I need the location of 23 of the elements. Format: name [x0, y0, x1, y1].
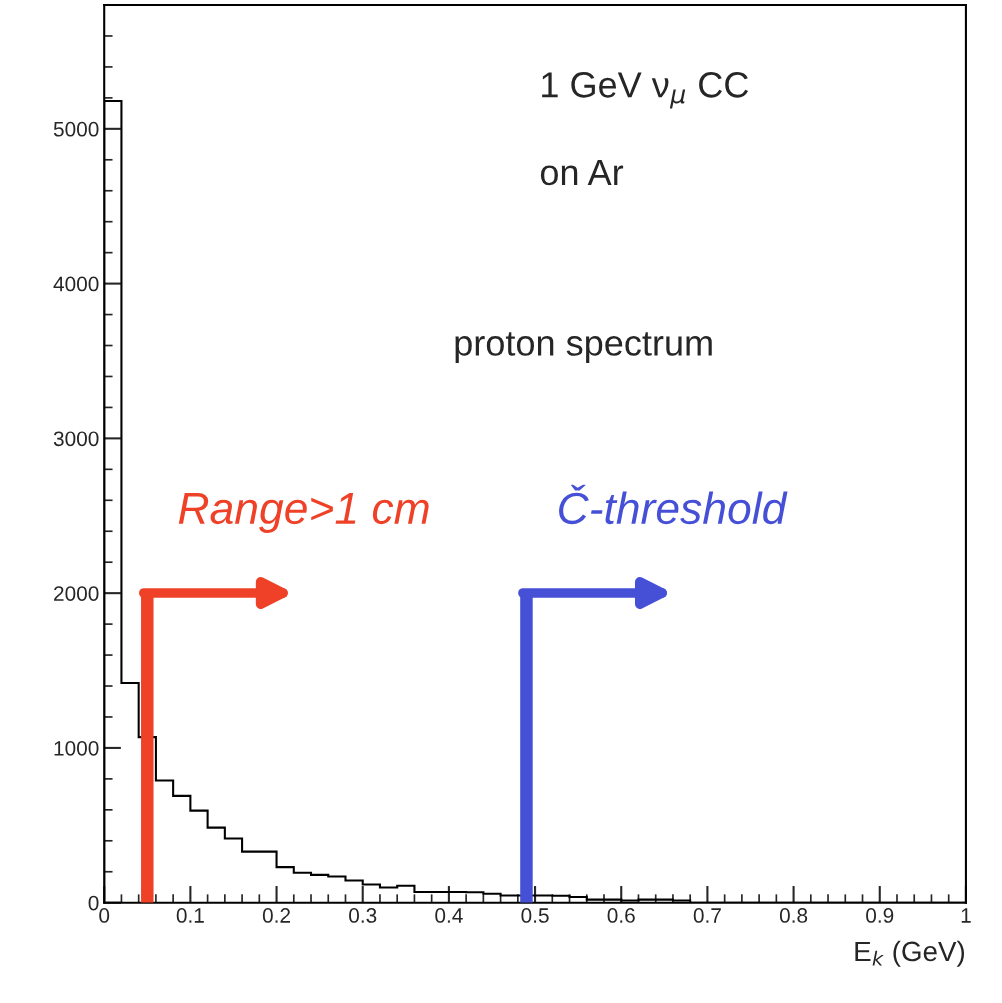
ref-line-label: Range>1 cm	[178, 493, 429, 533]
x-tick-label: 0.1	[176, 908, 204, 923]
y-tick-label: 1000	[54, 740, 99, 756]
x-axis-title: E$_{k}$ (GeV)	[855, 940, 965, 967]
x-tick-label: 0.2	[262, 908, 290, 923]
annotation: proton spectrum	[455, 332, 712, 363]
y-tick-label: 4000	[53, 276, 99, 292]
y-tick-label: 0	[88, 895, 99, 911]
annotation: on Ar	[540, 160, 624, 186]
annotation: 1 GeV ν$_{μ}$ CC	[542, 72, 749, 109]
x-tick-label: 0.6	[607, 908, 635, 923]
x-tick-label: 0.5	[521, 908, 549, 923]
x-tick-label: 0.8	[779, 908, 808, 923]
y-tick-label: 2000	[54, 586, 99, 601]
x-tick-label: 0.7	[693, 908, 721, 923]
x-tick-label: 0.9	[866, 908, 894, 923]
ref-line-label: Č-threshold	[559, 484, 788, 525]
y-tick-label: 3000	[53, 431, 99, 447]
x-tick-label: 0.4	[435, 908, 463, 923]
y-tick-label: 5000	[53, 121, 99, 137]
x-tick-label: 0.3	[349, 908, 377, 923]
x-tick-label: 1	[961, 908, 971, 923]
x-tick-label: 0	[99, 908, 110, 923]
